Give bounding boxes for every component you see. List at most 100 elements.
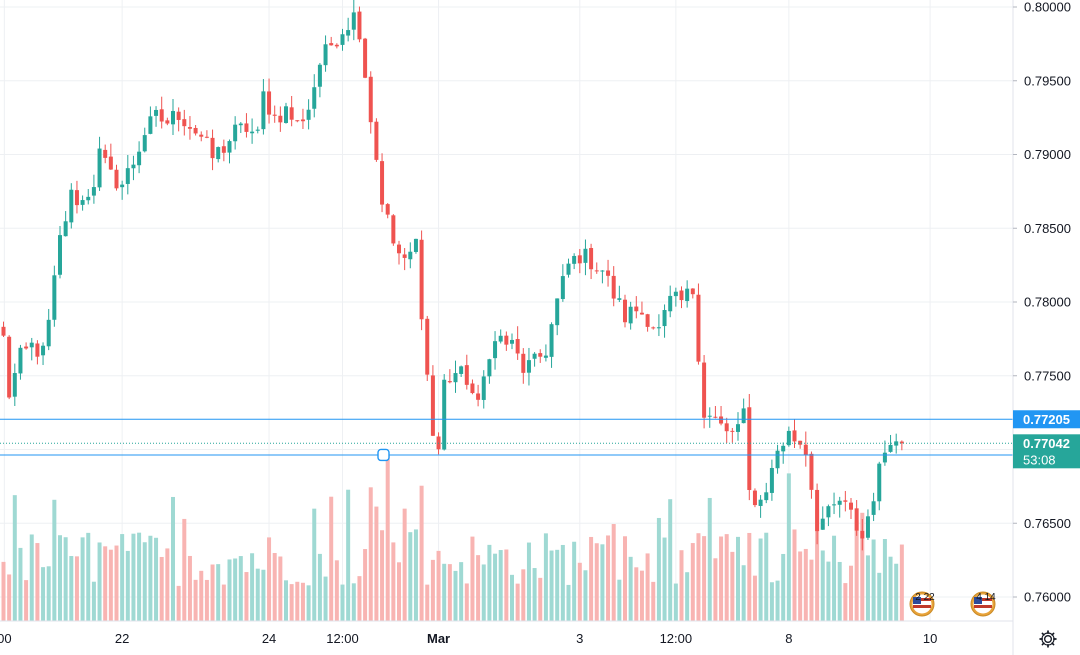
candle-body[interactable] — [58, 235, 62, 275]
candle-body[interactable] — [419, 239, 424, 320]
candle-body[interactable] — [346, 30, 351, 36]
candle-body[interactable] — [634, 306, 639, 312]
candle-body[interactable] — [323, 44, 328, 66]
candle-body[interactable] — [707, 415, 712, 417]
candle-body[interactable] — [730, 430, 735, 432]
candle-body[interactable] — [758, 499, 763, 506]
economic-events[interactable]: 2 22 4 14 — [909, 591, 996, 617]
candle-body[interactable] — [899, 441, 904, 444]
candle-body[interactable] — [430, 375, 435, 436]
candle-body[interactable] — [329, 43, 334, 46]
candle-body[interactable] — [385, 204, 390, 215]
candle-body[interactable] — [24, 346, 29, 349]
candle-body[interactable] — [35, 343, 40, 357]
candle-body[interactable] — [481, 376, 486, 400]
candle-body[interactable] — [510, 339, 514, 344]
candle-body[interactable] — [628, 306, 633, 324]
candle-body[interactable] — [227, 141, 232, 153]
candle-body[interactable] — [255, 129, 260, 131]
candle-body[interactable] — [52, 275, 57, 320]
candle-body[interactable] — [583, 248, 588, 263]
candle-body[interactable] — [769, 467, 774, 493]
candle-body[interactable] — [719, 416, 724, 424]
candle-body[interactable] — [182, 119, 187, 127]
candle-body[interactable] — [798, 440, 803, 445]
candle-body[interactable] — [108, 156, 113, 170]
candle-body[interactable] — [363, 38, 368, 78]
candle-body[interactable] — [713, 416, 718, 418]
candle-body[interactable] — [193, 127, 198, 134]
candle-body[interactable] — [498, 335, 503, 342]
candle-body[interactable] — [238, 123, 243, 126]
candle-body[interactable] — [199, 134, 204, 137]
candle-body[interactable] — [1, 326, 6, 336]
candle-body[interactable] — [837, 500, 842, 505]
candle-body[interactable] — [63, 221, 68, 237]
candle-body[interactable] — [668, 295, 673, 312]
event-flag-icon[interactable]: 4 14 — [970, 591, 996, 617]
candle-body[interactable] — [679, 290, 684, 301]
candle-body[interactable] — [267, 91, 272, 115]
candle-body[interactable] — [775, 450, 780, 469]
candle-body[interactable] — [91, 187, 96, 196]
candle-body[interactable] — [176, 111, 181, 120]
candle-body[interactable] — [137, 151, 142, 166]
candle-body[interactable] — [526, 360, 531, 373]
candle-body[interactable] — [888, 444, 893, 452]
candle-body[interactable] — [515, 339, 520, 354]
candle-body[interactable] — [250, 131, 255, 134]
candle-body[interactable] — [459, 366, 464, 374]
candle-body[interactable] — [114, 169, 119, 189]
candle-body[interactable] — [334, 44, 339, 47]
candle-body[interactable] — [871, 501, 876, 515]
candle-body[interactable] — [221, 146, 226, 153]
candle-body[interactable] — [74, 190, 79, 206]
candle-body[interactable] — [204, 136, 209, 138]
candle-body[interactable] — [413, 238, 418, 252]
candle-body[interactable] — [849, 502, 853, 510]
candle-body[interactable] — [103, 149, 108, 158]
candle-body[interactable] — [894, 441, 899, 446]
candle-body[interactable] — [826, 506, 831, 518]
candle-body[interactable] — [351, 12, 356, 30]
candle-body[interactable] — [187, 127, 192, 129]
candle-body[interactable] — [317, 64, 322, 87]
event-flag-icon[interactable]: 2 22 — [909, 591, 935, 617]
candle-body[interactable] — [210, 137, 215, 159]
candle-body[interactable] — [690, 288, 695, 295]
candle-body[interactable] — [159, 109, 164, 122]
candle-body[interactable] — [447, 381, 452, 383]
candle-body[interactable] — [594, 270, 599, 272]
candle-body[interactable] — [442, 379, 447, 450]
candle-body[interactable] — [380, 161, 385, 205]
candle-body[interactable] — [368, 76, 373, 123]
candle-body[interactable] — [538, 353, 543, 357]
candle-body[interactable] — [278, 115, 283, 123]
candle-body[interactable] — [617, 298, 622, 300]
candle-body[interactable] — [7, 336, 12, 398]
candle-body[interactable] — [171, 111, 175, 125]
candle-body[interactable] — [470, 383, 475, 394]
candle-body[interactable] — [560, 276, 565, 300]
candle-body[interactable] — [600, 270, 605, 272]
candle-body[interactable] — [391, 215, 396, 244]
candle-body[interactable] — [142, 135, 147, 152]
candle-body[interactable] — [656, 327, 661, 329]
candle-body[interactable] — [815, 489, 820, 532]
candle-body[interactable] — [792, 430, 797, 442]
candle-body[interactable] — [408, 251, 413, 260]
candle-body[interactable] — [493, 341, 498, 359]
candle-body[interactable] — [216, 147, 221, 160]
candle-body[interactable] — [312, 87, 317, 109]
candle-body[interactable] — [673, 291, 678, 297]
candle-body[interactable] — [306, 109, 311, 120]
candle-body[interactable] — [487, 359, 492, 377]
candle-body[interactable] — [606, 270, 611, 276]
candle-body[interactable] — [340, 34, 345, 45]
line-drag-handle[interactable] — [377, 448, 390, 462]
candle-body[interactable] — [781, 445, 786, 452]
candle-body[interactable] — [685, 288, 690, 302]
candle-body[interactable] — [295, 120, 300, 122]
candle-body[interactable] — [69, 189, 74, 223]
